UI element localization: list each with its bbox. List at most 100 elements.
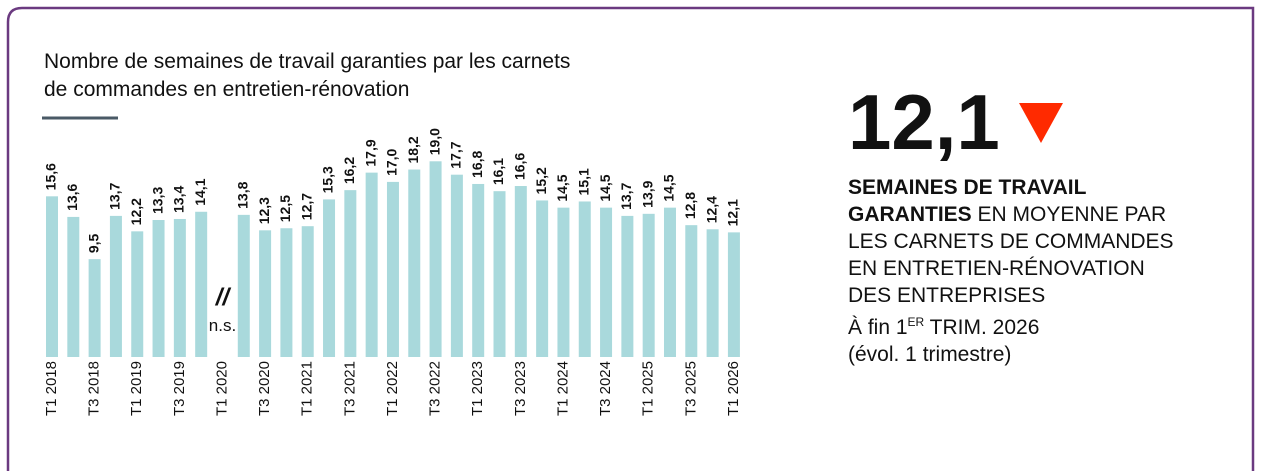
bar [173,218,186,357]
bar [557,207,570,357]
x-tick-label: T1 2024 [554,361,571,416]
bar [301,226,314,357]
value-label: 12,7 [298,193,314,220]
x-tick-label: T1 2022 [384,361,401,416]
kpi-value: 12,1 [848,78,1000,166]
value-label: 14,5 [661,174,677,201]
x-tick-label: T1 2025 [640,361,657,416]
bar [259,230,272,357]
x-tick-label: T1 2018 [43,361,60,416]
value-label: 12,3 [256,197,272,224]
bar [706,229,719,357]
value-label: 16,2 [341,157,357,184]
value-label: 18,2 [405,136,421,163]
bar [46,196,58,357]
value-label: 19,0 [426,128,442,155]
value-label: 12,2 [128,198,144,225]
value-label: 15,3 [320,166,336,193]
bar [344,190,357,357]
chart-title: Nombre de semaines de travail garanties … [44,50,570,73]
value-label: 14,5 [554,174,570,201]
x-tick-label: T3 2019 [171,361,188,416]
value-label: 13,9 [639,180,655,207]
bar [131,231,144,357]
kpi-line: LES CARNETS DE COMMANDES [848,230,1174,253]
bar [280,228,293,357]
x-tick-label: T3 2025 [682,361,699,416]
value-label: 12,5 [277,195,293,222]
value-label: 12,4 [703,196,719,223]
x-tick-label: T1 2023 [469,361,486,416]
kpi-line: SEMAINES DE TRAVAIL [848,176,1087,199]
bar [109,215,122,357]
value-label: 12,1 [725,199,741,226]
kpi-line: EN ENTRETIEN-RÉNOVATION [848,257,1145,280]
bar [578,201,591,357]
value-label: 16,8 [469,150,485,177]
value-label: 16,1 [490,158,506,185]
x-tick-label: T3 2020 [256,361,273,416]
kpi-value-row: 12,1 [848,82,1174,162]
value-label: 14,1 [192,178,208,205]
x-tick-label: T1 2020 [213,361,230,416]
value-label: 16,6 [512,153,528,180]
chart-title: de commandes en entretien-rénovation [44,78,409,101]
bar [493,191,506,357]
value-label: 13,4 [171,186,187,213]
frame [6,6,1255,471]
bar [472,183,485,357]
kpi-line: TRIM. 2026 [924,316,1040,339]
value-label: 9,5 [85,233,101,253]
bar [663,207,676,357]
bar [429,161,442,357]
gap-label: n.s. [209,316,236,335]
value-label: 13,3 [149,187,165,214]
value-label: 13,7 [618,182,634,209]
bar [514,186,527,357]
x-tick-label: T3 2022 [427,361,444,416]
bar [408,169,421,357]
bar [642,213,655,357]
kpi-text: SEMAINES DE TRAVAIL GARANTIES EN MOYENNE… [848,174,1174,368]
kpi-line: EN MOYENNE PAR [971,203,1167,226]
value-label: 15,1 [575,168,591,195]
x-tick-label: T3 2018 [86,361,103,416]
value-label: 14,5 [597,174,613,201]
bar [685,225,698,357]
bar [88,259,101,357]
bar [536,200,549,357]
bar [450,174,463,357]
value-label: 13,6 [64,183,80,210]
value-label: 13,8 [234,181,250,208]
value-label: 12,8 [682,192,698,219]
kpi-line: GARANTIES [848,203,972,226]
value-label: 17,0 [384,148,400,175]
trend-arrow [1018,103,1063,143]
value-label: 17,7 [448,141,464,168]
bar [365,172,378,357]
x-tick-label: T3 2023 [512,361,529,416]
bar [621,215,634,357]
bar [323,199,336,357]
bar [152,220,165,357]
x-tick-label: T3 2021 [341,361,358,416]
kpi-line: À fin 1 [848,316,908,339]
bar [727,232,740,357]
value-label: 15,2 [533,167,549,194]
x-tick-label: T3 2024 [597,361,614,416]
x-tick-label: T1 2021 [299,361,316,416]
gap-symbol: // [215,284,232,311]
bar [386,181,399,357]
kpi: 12,1 SEMAINES DE TRAVAIL GARANTIES EN MO… [848,82,1174,368]
x-tick-label: T1 2019 [128,361,145,416]
bar [67,216,80,357]
kpi-line: DES ENTREPRISES [848,284,1046,307]
kpi-sup: ER [907,315,925,329]
value-label: 13,7 [107,182,123,209]
bar [195,211,208,357]
kpi-line: (évol. 1 trimestre) [848,343,1012,366]
bar [237,214,250,357]
value-label: 15,6 [43,163,59,190]
